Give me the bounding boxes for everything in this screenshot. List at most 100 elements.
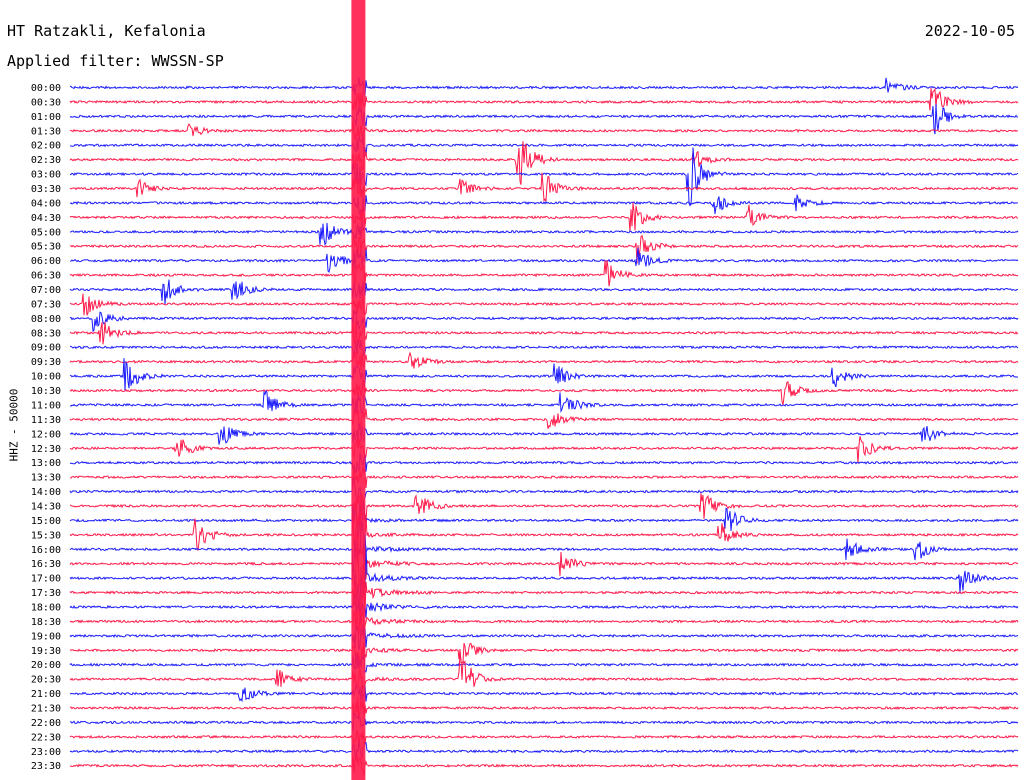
trace-row-0230 (69, 141, 1019, 185)
trace-row-0800 (69, 309, 1019, 333)
time-label: 10:00 (31, 372, 61, 383)
trace-row-1700 (69, 546, 1019, 613)
time-label: 18:00 (31, 602, 61, 613)
time-label: 19:30 (31, 646, 61, 657)
time-label: 16:00 (31, 545, 61, 556)
trace-row-1500 (69, 499, 1019, 540)
date-label: 2022-10-05 (924, 22, 1015, 40)
time-label: 01:30 (31, 126, 61, 137)
time-label: 22:30 (31, 732, 61, 743)
trace-row-1200 (69, 423, 1019, 445)
time-label: 04:30 (31, 213, 61, 224)
time-label: 09:30 (31, 357, 61, 368)
trace-row-0430 (69, 202, 1019, 232)
trace-row-2330 (69, 754, 1019, 776)
trace-row-2030 (69, 652, 1019, 690)
trace-row-2100 (69, 683, 1019, 704)
trace-row-0500 (69, 221, 1019, 246)
time-label: 21:00 (31, 689, 61, 700)
time-label: 14:30 (31, 501, 61, 512)
time-label: 17:30 (31, 588, 61, 599)
trace-row-1300 (69, 452, 1019, 474)
time-label: 08:00 (31, 314, 61, 325)
time-label: 15:00 (31, 516, 61, 527)
trace-row-1230 (69, 436, 1019, 464)
trace-row-1100 (69, 389, 1019, 414)
trace-row-2300 (69, 740, 1019, 761)
trace-row-0200 (69, 135, 1019, 156)
trace-row-2000 (69, 652, 1019, 673)
trace-row-0330 (69, 172, 1019, 204)
time-label: 07:30 (31, 299, 61, 310)
trace-row-1630 (69, 532, 1019, 594)
time-label: 17:00 (31, 574, 61, 585)
trace-row-1400 (69, 477, 1019, 508)
time-label: 06:30 (31, 271, 61, 282)
time-label: 03:30 (31, 184, 61, 195)
trace-group (69, 0, 1019, 780)
trace-row-0100 (69, 104, 1019, 135)
trace-row-1000 (69, 358, 1018, 392)
time-label: 12:00 (31, 429, 61, 440)
time-label: 07:00 (31, 285, 61, 296)
trace-row-0700 (69, 279, 1019, 305)
time-label: 21:30 (31, 703, 61, 714)
time-label: 15:30 (31, 530, 61, 541)
trace-row-0900 (70, 339, 1019, 359)
time-label: 23:00 (31, 747, 61, 758)
time-label: 02:00 (31, 141, 61, 152)
trace-row-1330 (70, 467, 1019, 489)
trace-row-0600 (69, 247, 1019, 274)
time-label: 01:00 (31, 112, 61, 123)
station-title: HT Ratzakli, Kefalonia (7, 22, 206, 40)
time-label: 00:30 (31, 97, 61, 108)
time-label: 03:00 (31, 170, 61, 181)
time-label: 14:00 (31, 487, 61, 498)
time-label: 23:30 (31, 761, 61, 772)
time-label: 04:00 (31, 198, 61, 209)
trace-row-1800 (69, 592, 1019, 624)
trace-row-2230 (69, 730, 1019, 746)
time-label: 18:30 (31, 617, 61, 628)
trace-row-1930 (69, 642, 1019, 664)
time-label: 13:00 (31, 458, 61, 469)
time-label: 05:00 (31, 227, 61, 238)
filter-label: Applied filter: WWSSN-SP (7, 52, 224, 70)
time-label: 05:30 (31, 242, 61, 253)
trace-row-1130 (69, 408, 1019, 430)
time-label: 10:30 (31, 386, 61, 397)
large-event-band (351, 0, 366, 780)
trace-row-1530 (69, 512, 1019, 559)
time-label: 08:30 (31, 328, 61, 339)
trace-row-1900 (69, 624, 1019, 651)
trace-row-2130 (69, 696, 1019, 719)
trace-row-0030 (69, 87, 1019, 111)
trace-row-0730 (69, 293, 1019, 316)
trace-row-1430 (69, 493, 1019, 524)
trace-row-0400 (69, 194, 1019, 216)
trace-row-0930 (69, 351, 1019, 370)
time-label: 06:00 (31, 256, 61, 267)
time-label: 00:00 (31, 83, 61, 94)
trace-row-1730 (69, 563, 1019, 630)
trace-row-0630 (69, 260, 1019, 287)
time-label: 13:30 (31, 473, 61, 484)
time-label: 20:30 (31, 675, 61, 686)
trace-row-0130 (69, 120, 1018, 141)
time-label: 11:30 (31, 415, 61, 426)
trace-row-1030 (69, 379, 1019, 406)
time-label: 11:00 (31, 400, 61, 411)
time-label: 20:00 (31, 660, 61, 671)
time-label: 19:00 (31, 631, 61, 642)
trace-row-0300 (69, 147, 1019, 207)
trace-row-1600 (69, 519, 1019, 574)
trace-row-0830 (69, 321, 1019, 346)
time-label-group: 00:00 00:30 01:00 01:30 02:00 02:30 03:00 03:30… (31, 83, 61, 772)
time-label: 22:00 (31, 718, 61, 729)
time-label: 12:30 (31, 444, 61, 455)
trace-row-1830 (69, 609, 1019, 635)
trace-row-0530 (69, 234, 1019, 264)
trace-row-0000 (70, 77, 1019, 98)
trace-row-2200 (70, 712, 1019, 732)
